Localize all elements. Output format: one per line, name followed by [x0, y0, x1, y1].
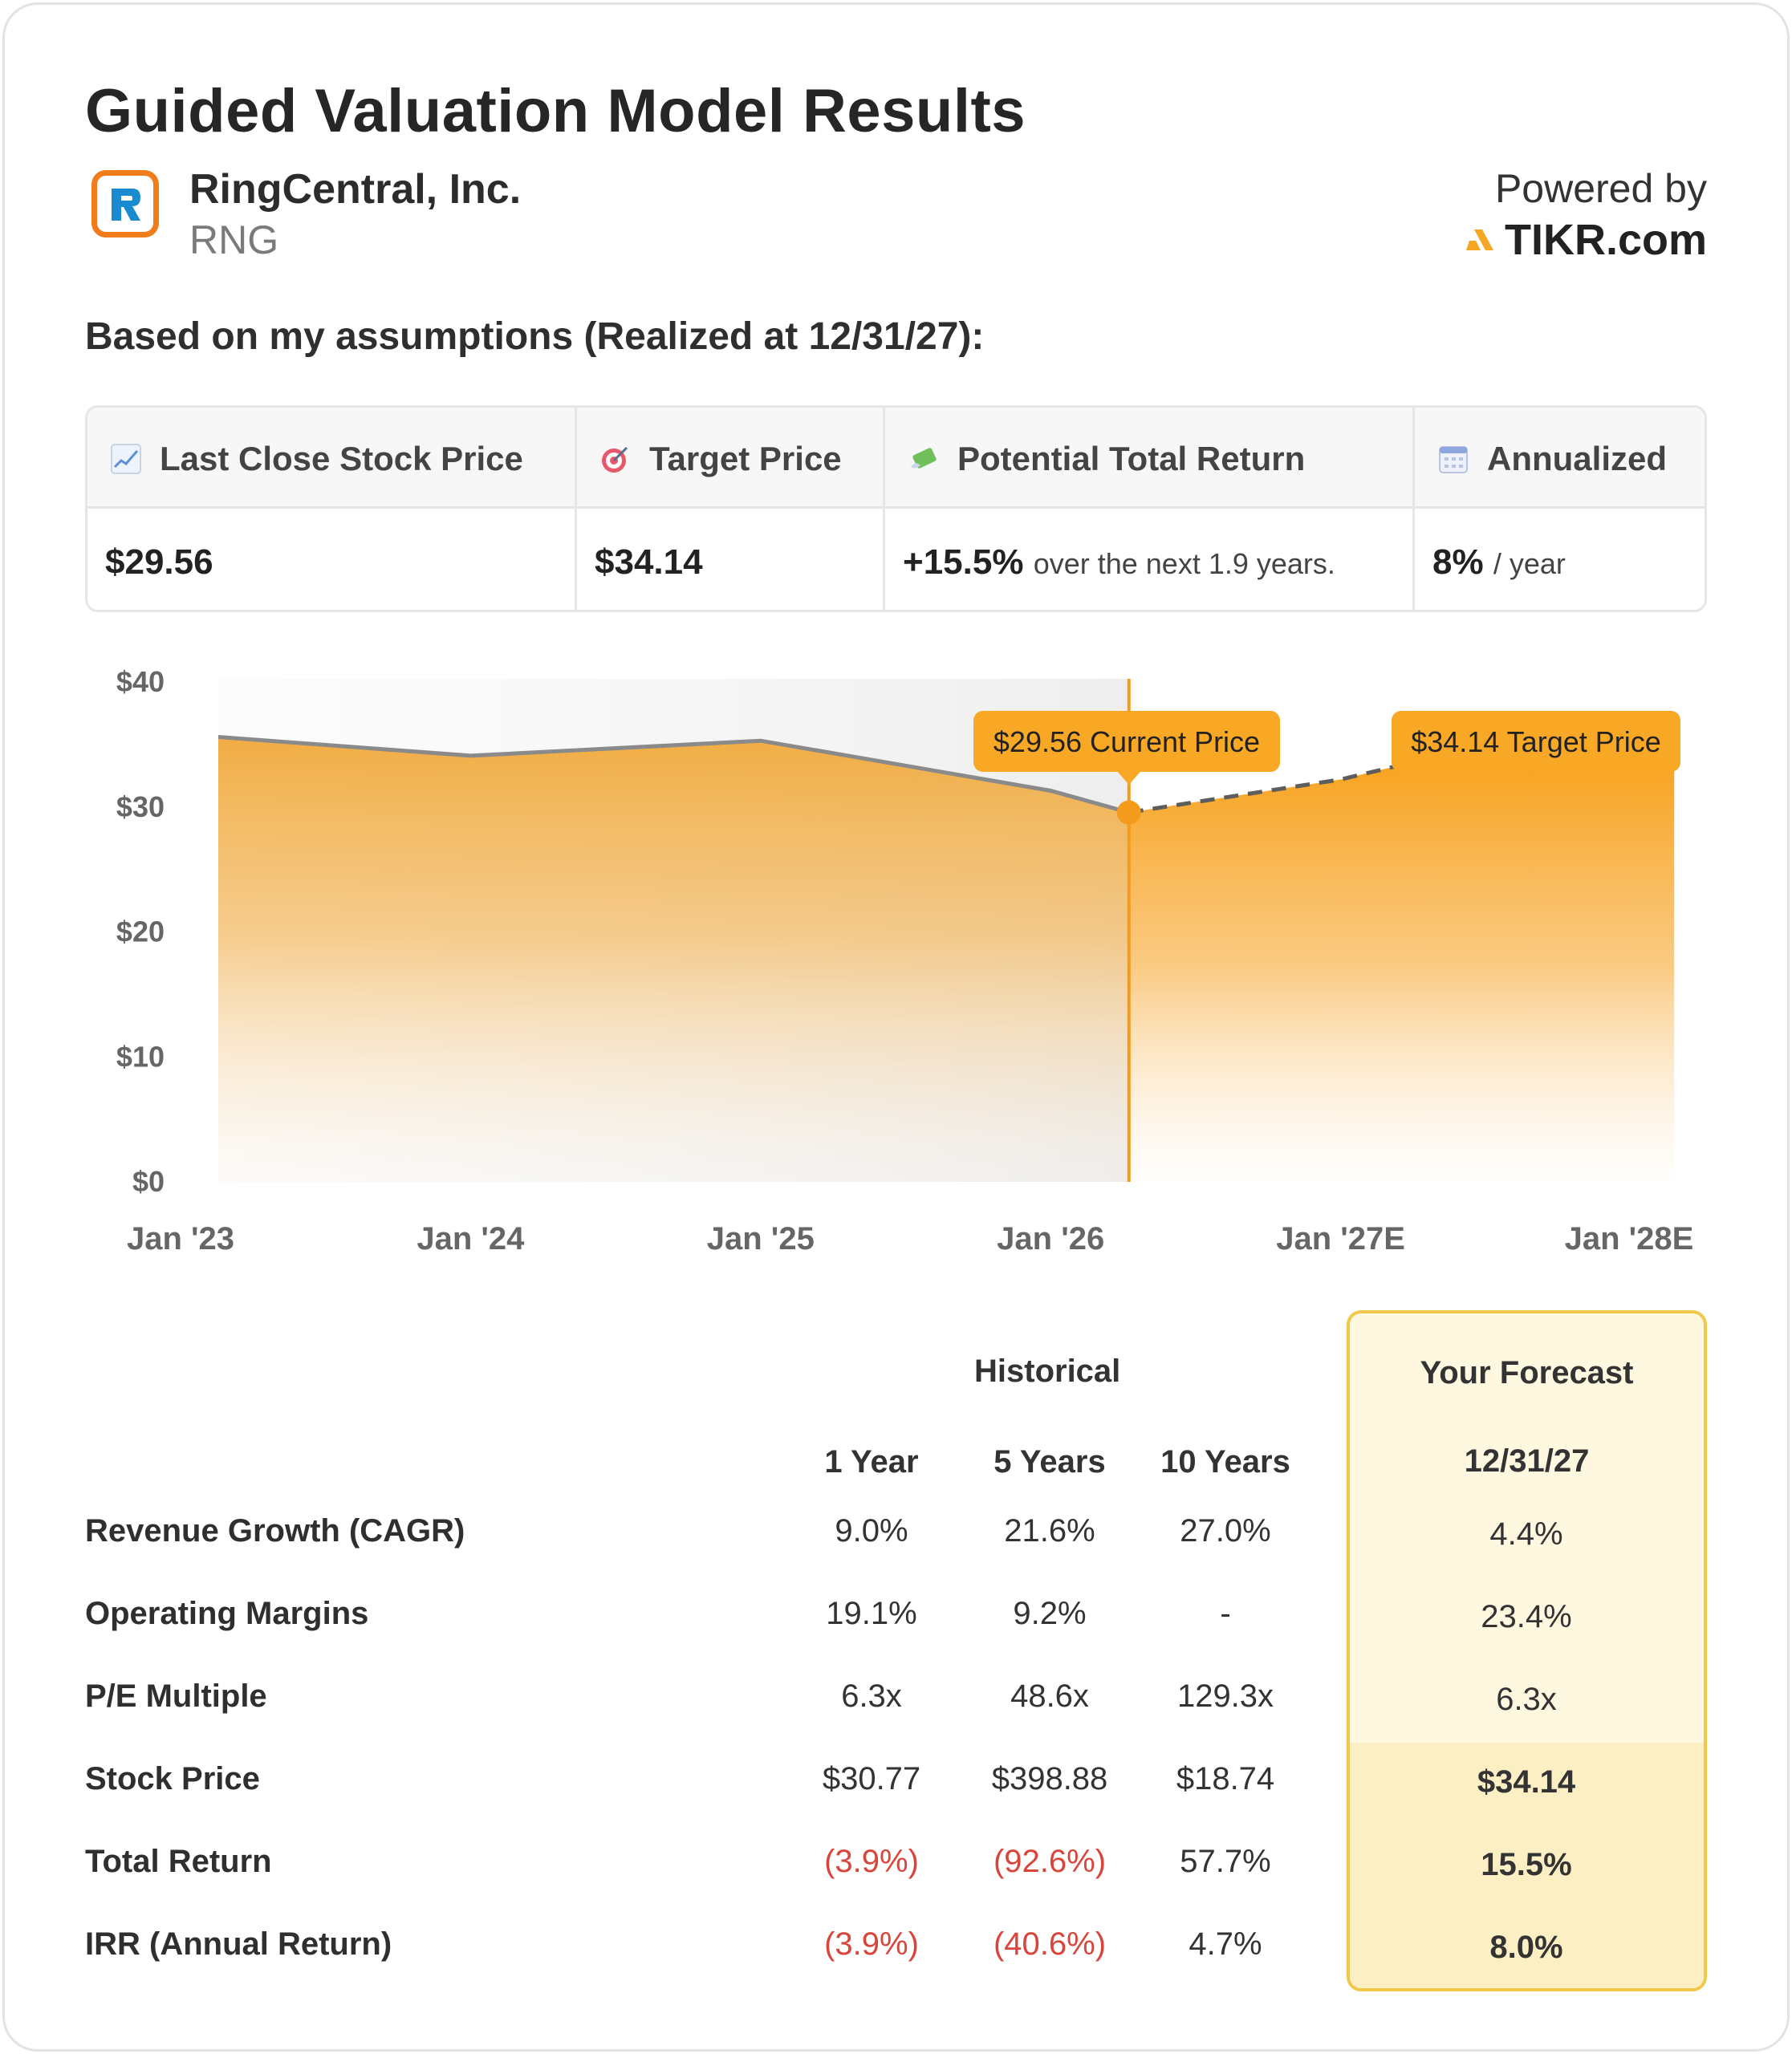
annualized-value: 8%	[1432, 542, 1484, 582]
metric-row-label: Operating Margins	[85, 1596, 369, 1631]
tikr-logo-icon	[1465, 229, 1493, 250]
target-icon	[602, 446, 628, 473]
chart-markers: $29.56 Current Price $34.14 Target Price	[973, 711, 1680, 825]
current-price-label-bg	[973, 711, 1280, 772]
forecast-cell: $34.14	[1477, 1764, 1576, 1800]
y-tick-label: $0	[132, 1165, 165, 1198]
y-tick-label: $20	[116, 915, 165, 948]
x-tick-label: Jan '25	[707, 1221, 815, 1256]
forecast-column: Your Forecast 12/31/27	[1347, 1310, 1707, 1991]
summary-table: Last Close Stock Price $29.56 Target Pri…	[85, 405, 1707, 612]
target-price-label: $34.14 Target Price	[1411, 725, 1661, 758]
annualized-suffix: / year	[1493, 547, 1566, 580]
price-chart: $40$30$20$10$0 Jan '23 Jan '24 Jan '25 Jan …	[116, 665, 1693, 1256]
metric-cell: 6.3x	[841, 1679, 902, 1714]
chart-areas	[218, 737, 1675, 1182]
tikr-brand-text: TIKR.com	[1504, 216, 1707, 264]
metric-cell: (92.6%)	[993, 1844, 1107, 1879]
metric-row-label: Stock Price	[85, 1761, 260, 1796]
target-price-value: $34.14	[595, 542, 703, 582]
total-return-suffix: over the next 1.9 years.	[1033, 547, 1335, 580]
target-price-label: Target Price	[649, 440, 842, 477]
metric-cell: 129.3x	[1176, 1679, 1274, 1714]
forecast-cell: 4.4%	[1489, 1516, 1563, 1552]
current-price-label: $29.56 Current Price	[994, 725, 1260, 758]
historical-price-line	[217, 735, 1130, 815]
metric-cell: 19.1%	[826, 1596, 917, 1631]
chart-x-axis: Jan '23 Jan '24 Jan '25 Jan '26 Jan '27E Jan …	[127, 1221, 1693, 1256]
powered-by-label: Powered by	[1494, 166, 1707, 211]
historical-header: Historical	[974, 1354, 1121, 1389]
forecast-cell: 15.5%	[1481, 1847, 1572, 1882]
chart-y-axis: $40 $30 $20 $10 $0	[116, 665, 165, 1198]
x-tick-label: Jan '28E	[1565, 1221, 1694, 1256]
last-close-label: Last Close Stock Price	[160, 440, 523, 477]
summary-col-target: Target Price $34.14	[577, 408, 885, 610]
metric-cell: 9.2%	[1013, 1596, 1087, 1631]
company-ticker: RNG	[189, 217, 279, 262]
forecast-area	[1128, 755, 1675, 1182]
calendar-icon	[1439, 446, 1468, 473]
metric-row-label: Total Return	[85, 1844, 272, 1879]
col-header-1-year: 1 Year	[824, 1444, 919, 1480]
forecast-cell: 23.4%	[1481, 1599, 1572, 1634]
current-price-label-pointer	[1117, 772, 1140, 785]
metric-cell: 21.6%	[1004, 1513, 1095, 1549]
y-tick-label: $30	[116, 790, 165, 823]
metric-row-label: Revenue Growth (CAGR)	[85, 1513, 465, 1549]
summary-col-total-return: Potential Total Return +15.5% over the n…	[885, 408, 1415, 610]
y-tick-label: $40	[116, 665, 165, 698]
summary-col-annualized: Annualized 8% / year	[1415, 408, 1705, 610]
metric-cell: (3.9%)	[824, 1926, 919, 1962]
metric-cell: (3.9%)	[824, 1844, 919, 1879]
total-return-value: +15.5%	[903, 542, 1024, 582]
x-tick-label: Jan '24	[417, 1221, 525, 1256]
money-with-wings-icon	[911, 448, 937, 469]
forecast-cell: 8.0%	[1489, 1930, 1563, 1965]
forecast-date: 12/31/27	[1464, 1443, 1590, 1479]
annualized-label: Annualized	[1487, 440, 1668, 477]
page-title: Guided Valuation Model Results	[85, 77, 1026, 145]
metric-cell: (40.6%)	[993, 1926, 1107, 1962]
metric-row-label: IRR (Annual Return)	[85, 1926, 392, 1962]
metric-cell: -	[1220, 1596, 1231, 1631]
metric-cell: 27.0%	[1180, 1513, 1271, 1549]
forecast-header: Your Forecast	[1420, 1355, 1634, 1390]
metric-cell: $30.77	[822, 1761, 921, 1796]
metric-cell: $398.88	[991, 1761, 1108, 1796]
chart-increasing-icon	[111, 444, 141, 474]
summary-col-last-close: Last Close Stock Price $29.56	[87, 408, 577, 610]
col-header-10-years: 10 Years	[1160, 1444, 1290, 1480]
metric-cell: 48.6x	[1010, 1679, 1089, 1714]
forecast-cell: 6.3x	[1496, 1682, 1557, 1717]
assumption-heading: Based on my assumptions (Realized at 12/…	[85, 315, 985, 358]
metric-cell: 4.7%	[1189, 1926, 1262, 1962]
metric-cell: 57.7%	[1180, 1844, 1271, 1879]
forecast-highlight	[1350, 1743, 1704, 1988]
x-tick-label: Jan '23	[127, 1221, 234, 1256]
metric-cell: $18.74	[1176, 1761, 1275, 1796]
summary-header-row	[87, 408, 1705, 509]
metric-cell: 9.0%	[835, 1513, 908, 1549]
current-price-dot	[1116, 800, 1141, 825]
historical-area	[218, 737, 1129, 1182]
tikr-brand-link[interactable]: TIKR.com	[1465, 215, 1707, 265]
company-name: RingCentral, Inc.	[189, 166, 522, 213]
last-close-value: $29.56	[105, 542, 213, 582]
x-tick-label: Jan '26	[997, 1221, 1104, 1256]
ringcentral-logo-icon	[91, 170, 159, 237]
x-tick-label: Jan '27E	[1276, 1221, 1405, 1256]
metric-row-label: P/E Multiple	[85, 1679, 267, 1714]
y-tick-label: $10	[116, 1040, 165, 1073]
col-header-5-years: 5 Years	[994, 1444, 1106, 1480]
target-price-label-bg	[1392, 711, 1680, 772]
total-return-label: Potential Total Return	[957, 440, 1306, 477]
